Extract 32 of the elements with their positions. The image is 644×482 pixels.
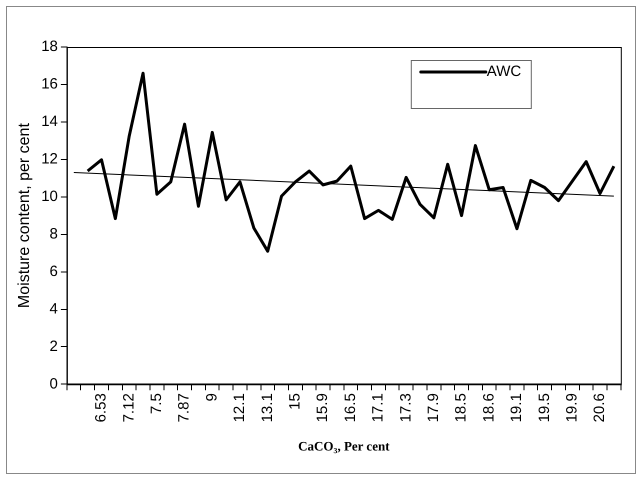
x-tick-label: 7.87	[176, 393, 193, 422]
y-tick-label: 10	[41, 188, 58, 206]
x-tick-label: 7.5	[148, 393, 166, 414]
x-tick-label: 9	[203, 393, 220, 402]
y-tick-label: 18	[41, 38, 58, 56]
x-tick-label: 15	[286, 393, 304, 410]
y-tick-label: 14	[41, 113, 58, 130]
x-tick-label: 17.1	[370, 393, 387, 422]
x-tick-label: 13.1	[258, 393, 276, 422]
y-axis-title: Moisture content, per cent	[16, 122, 34, 308]
x-tick-label: 19.1	[508, 393, 526, 422]
y-tick-label: 12	[41, 150, 58, 168]
y-tick-label: 0	[50, 375, 58, 392]
y-tick-label: 4	[50, 300, 58, 318]
legend-label: AWC	[486, 63, 522, 80]
y-tick-label: 2	[50, 338, 58, 355]
x-tick-label: 18.6	[480, 393, 498, 422]
y-tick-label: 16	[41, 76, 58, 93]
x-tick-label: 6.53	[92, 393, 110, 422]
x-axis-title: CaCO₃, Per cent	[298, 438, 390, 454]
y-tick-label: 6	[50, 262, 58, 280]
x-tick-label: 12.1	[231, 393, 248, 422]
x-tick-label: 16.5	[342, 393, 359, 422]
x-tick-label: 18.5	[452, 393, 470, 422]
y-tick-label: 8	[50, 225, 58, 242]
x-tick-label: 7.12	[120, 393, 138, 422]
x-tick-label: 17.3	[397, 393, 414, 422]
x-tick-label: 20.6	[591, 393, 608, 422]
x-tick-label: 15.9	[314, 393, 332, 422]
x-tick-label: 19.5	[536, 393, 553, 422]
x-tick-label: 19.9	[563, 393, 580, 422]
x-tick-label: 17.9	[424, 393, 442, 422]
